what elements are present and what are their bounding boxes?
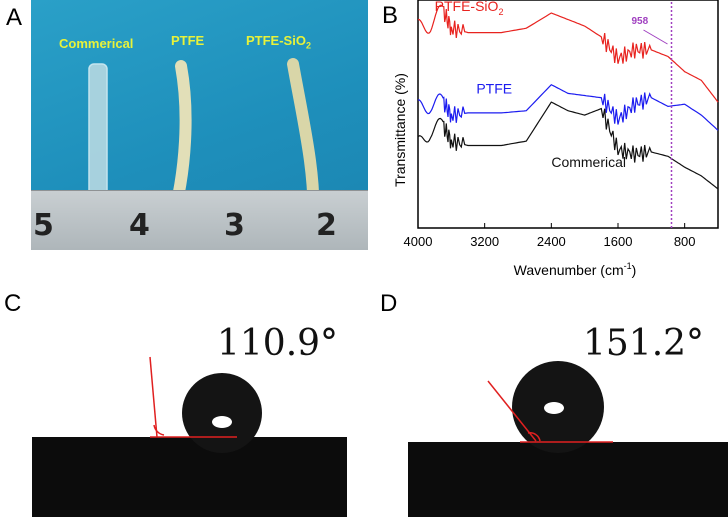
series-label: Commerical: [551, 154, 626, 170]
contact-angle-value: 151.2°: [583, 323, 705, 364]
substrate: [408, 442, 728, 517]
tangent-line: [149, 356, 158, 438]
x-ticks: 4000 3200 2400 1600 800: [404, 223, 696, 249]
tangent-line: [487, 380, 537, 442]
tube-label-commerical: Commerical: [59, 36, 134, 51]
panel-label-d: D: [380, 290, 398, 317]
substrate: [32, 437, 347, 517]
ftir-chart: 4000 3200 2400 1600 800 PTFE-SiO2 PTFE Commeri…: [392, 0, 719, 278]
series-label: PTFE: [476, 80, 512, 96]
ruler-number: 2: [316, 208, 337, 243]
series-labels: PTFE-SiO2 PTFE Commerical: [435, 0, 626, 170]
x-tick-label: 3200: [470, 234, 499, 249]
panel-label-b: B: [382, 2, 399, 29]
x-tick-label: 2400: [537, 234, 566, 249]
droplet: [182, 373, 262, 453]
series-label: PTFE-SiO2: [435, 0, 504, 17]
droplet-highlight: [212, 416, 232, 428]
x-tick-label: 800: [674, 234, 696, 249]
panel-label-c: C: [4, 290, 22, 317]
angle-arc: [527, 432, 541, 442]
x-tick-label: 1600: [604, 234, 633, 249]
contact-angle-value: 110.9°: [217, 323, 339, 364]
tube-label-ptfe: PTFE: [171, 33, 205, 48]
x-axis-label: Wavenumber (cm-1): [514, 261, 637, 278]
droplet-drawing: [408, 361, 728, 517]
ruler-number: 3: [224, 208, 245, 243]
contact-angle-photo-ptfe-sio2: 151.2°: [408, 295, 728, 517]
plot-frame: [417, 0, 719, 229]
tubes-photo: Commerical PTFE PTFE-SiO2 5 4 3 2: [31, 0, 368, 250]
ruler: 5 4 3 2: [31, 190, 368, 250]
droplet-drawing: [32, 356, 347, 517]
contact-angle-photo-ptfe: 110.9°: [32, 295, 347, 517]
y-axis-label: Transmittance (%): [392, 73, 408, 187]
droplet-highlight: [544, 402, 564, 414]
ruler-number: 5: [33, 208, 54, 243]
annotation-label: 958: [632, 16, 649, 27]
angle-arc: [153, 424, 165, 436]
tube-label-ptfe-sio2: PTFE-SiO2: [246, 33, 311, 51]
ruler-ticks: [31, 190, 368, 191]
annotation-arrow: [643, 29, 668, 45]
panel-label-a: A: [6, 4, 23, 31]
ruler-number: 4: [129, 208, 150, 243]
x-tick-label: 4000: [404, 234, 433, 249]
